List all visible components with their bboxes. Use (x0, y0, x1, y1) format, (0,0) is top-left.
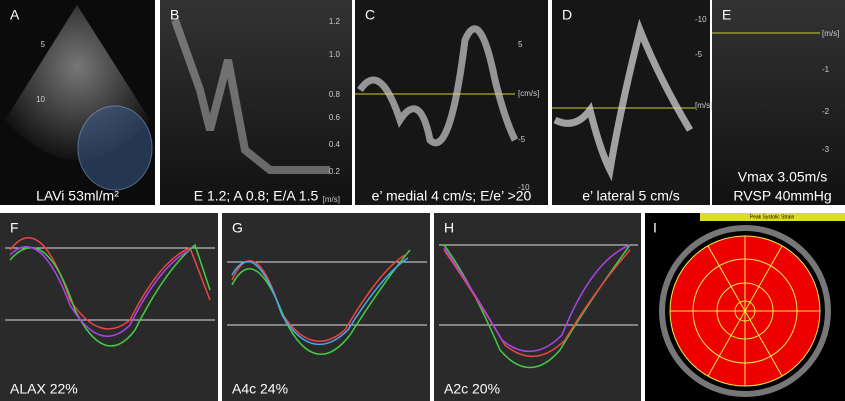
tick-label: [cm/s] (518, 89, 539, 98)
panel-letter: F (10, 220, 19, 236)
panel-letter: H (444, 220, 454, 236)
panel-caption: ALAX 22% (10, 381, 78, 397)
tick-label: -5 (518, 135, 526, 144)
tick-label: [m/s] (695, 101, 712, 110)
tick-label: [m/s] (323, 195, 340, 204)
panel-letter: A (10, 7, 20, 23)
tick-label: 0.6 (329, 113, 341, 122)
panel-caption: e’ medial 4 cm/s; E/e’ >20 (372, 188, 532, 204)
tick-label: 0.2 (329, 167, 341, 176)
tick-label: -10 (518, 183, 530, 192)
panel-letter: E (722, 7, 731, 23)
panel-letter: B (170, 7, 179, 23)
tick-label: [m/s] (822, 29, 839, 38)
tick-label: -2 (822, 107, 830, 116)
panel-caption: Vmax 3.05m/s (738, 169, 827, 185)
tick-label: 5 (41, 40, 46, 49)
panel-caption: A4c 24% (232, 381, 288, 397)
panel-caption: e’ lateral 5 cm/s (582, 188, 680, 204)
panel-letter: D (562, 7, 572, 23)
labels: A LAVi 53ml/m² 5 10 B E 1.2; A 0.8; E/A 1.5 1.… (10, 7, 839, 397)
tick-label: 5 (518, 40, 523, 49)
tick-label: 0.4 (329, 140, 341, 149)
panel-caption: RVSP 40mmHg (733, 188, 831, 204)
tick-label: -3 (822, 145, 830, 154)
tick-label: -10 (695, 15, 707, 24)
tick-label: 1.2 (329, 17, 341, 26)
panel-caption: Peak Systolic Strain (750, 214, 795, 220)
tick-label: 10 (36, 95, 45, 104)
tick-label: -1 (822, 65, 830, 74)
panel-letter: C (365, 7, 375, 23)
panel-caption: LAVi 53ml/m² (36, 188, 119, 204)
tick-label: 0.8 (329, 90, 341, 99)
panel-caption: E 1.2; A 0.8; E/A 1.5 (194, 188, 319, 204)
tick-label: -5 (695, 50, 703, 59)
panel-caption: A2c 20% (444, 381, 500, 397)
tick-label: 1.0 (329, 50, 341, 59)
panel-letter: I (653, 220, 657, 236)
panel-letter: G (232, 220, 243, 236)
